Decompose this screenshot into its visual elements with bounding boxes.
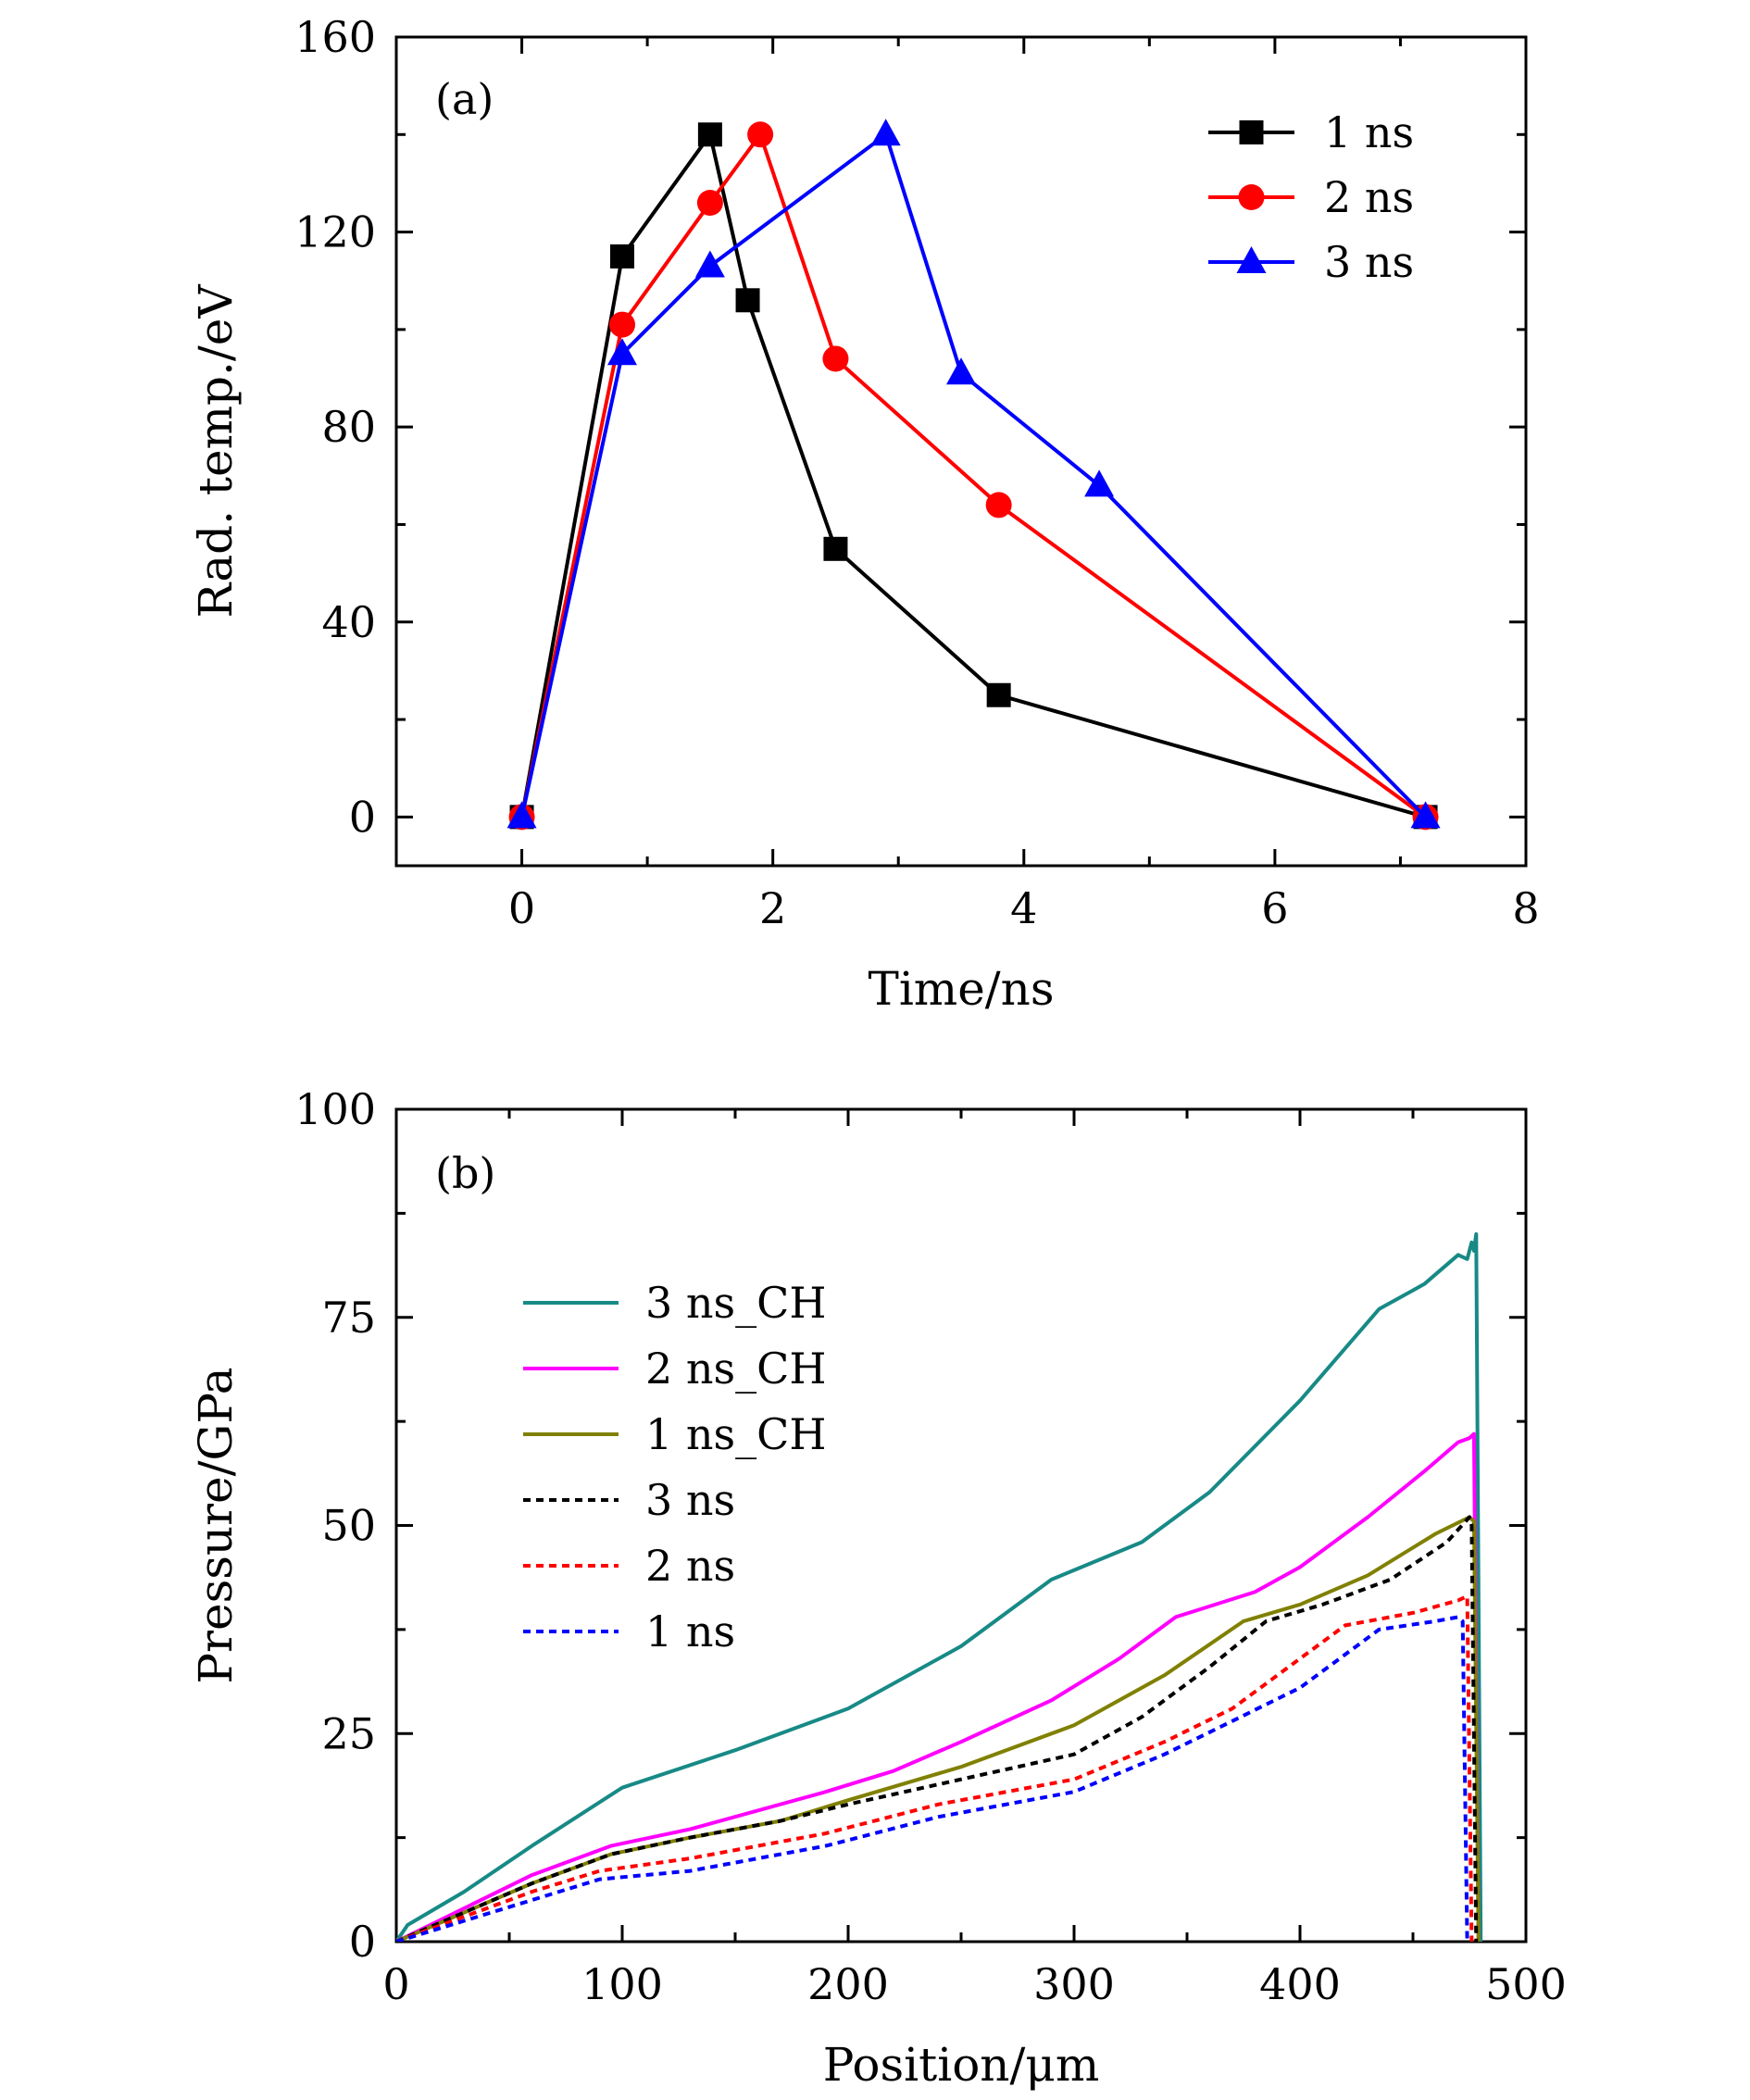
y-tick-label: 50: [321, 1501, 376, 1551]
y-tick-label: 40: [321, 597, 376, 647]
data-point-2-ns: [609, 311, 635, 338]
x-tick-label: 6: [1261, 883, 1288, 933]
legend-label-2-ns: 2 ns: [1324, 172, 1414, 222]
y-axis-title: Pressure/GPa: [189, 1367, 243, 1683]
legend-marker-1-ns: [1239, 120, 1264, 144]
data-point-3-ns: [1410, 801, 1441, 829]
series-line-3-ns-ch: [396, 1231, 1483, 1942]
x-tick-label: 8: [1512, 883, 1539, 933]
y-tick-label: 100: [294, 1084, 376, 1134]
series-line-3-ns: [519, 132, 1428, 819]
panel-label: (b): [435, 1148, 495, 1198]
series-group: [506, 119, 1441, 831]
panel-label: (a): [435, 74, 494, 124]
series-line-2-ns: [396, 1594, 1474, 1942]
y-tick-label: 120: [294, 207, 376, 257]
series-line-3-ns: [396, 1515, 1479, 1942]
data-point-2-ns: [747, 121, 774, 148]
x-tick-label: 200: [807, 1959, 889, 2009]
x-tick-label: 100: [581, 1959, 663, 2009]
data-point-1-ns: [823, 536, 848, 561]
x-tick-label: 500: [1485, 1959, 1567, 2009]
data-point-3-ns: [607, 338, 637, 366]
x-axis-title: Position/μm: [823, 2038, 1100, 2092]
y-tick-label: 80: [321, 402, 376, 452]
series-line-2-ns: [519, 132, 1427, 819]
legend-label-2-ns-ch: 2 ns_CH: [645, 1344, 826, 1394]
data-point-1-ns: [610, 244, 634, 269]
series-line-1-ns: [519, 132, 1427, 819]
data-point-1-ns: [735, 288, 760, 313]
series-line-1-ns: [396, 1615, 1469, 1942]
x-tick-label: 0: [508, 883, 535, 933]
data-point-3-ns: [946, 357, 976, 385]
legend-label-3-ns: 3 ns: [1324, 237, 1414, 287]
data-point-2-ns: [822, 345, 849, 372]
series-line-1-ns-ch: [396, 1515, 1481, 1942]
data-point-3-ns: [506, 801, 537, 829]
x-tick-label: 2: [759, 883, 786, 933]
y-axis-title: Rad. temp./eV: [189, 284, 243, 619]
legend-label-1-ns-ch: 1 ns_CH: [645, 1409, 826, 1459]
y-tick-label: 75: [321, 1293, 376, 1343]
plot-frame: [394, 35, 1528, 868]
data-point-3-ns: [694, 250, 725, 278]
legend-label-3-ns: 3 ns: [645, 1475, 735, 1525]
series-group: [396, 1231, 1483, 1942]
legend-marker-2-ns: [1238, 184, 1265, 210]
legend-marker-3-ns: [1236, 246, 1267, 273]
y-tick-label: 0: [349, 792, 376, 842]
y-tick-label: 25: [321, 1708, 376, 1758]
data-point-2-ns: [985, 492, 1012, 519]
legend-label-2-ns: 2 ns: [645, 1541, 735, 1591]
y-tick-label: 0: [349, 1917, 376, 1967]
y-tick-label: 160: [294, 12, 376, 62]
x-tick-label: 0: [382, 1959, 409, 2009]
legend-label-1-ns: 1 ns: [645, 1606, 735, 1656]
data-point-1-ns: [697, 122, 722, 147]
series-line-2-ns-ch: [396, 1431, 1481, 1942]
x-tick-label: 4: [1010, 883, 1037, 933]
x-tick-label: 300: [1033, 1959, 1115, 2009]
x-tick-label: 400: [1259, 1959, 1341, 2009]
data-point-1-ns: [986, 682, 1011, 707]
data-point-2-ns: [696, 190, 723, 216]
data-point-3-ns: [870, 119, 901, 146]
panel-b: 0 100 200 300 400 500 0 25 50 75 100 Position/μm Pre…: [189, 1084, 1567, 2092]
x-axis-title: Time/ns: [868, 962, 1054, 1016]
legend-label-3-ns-ch: 3 ns_CH: [645, 1278, 826, 1328]
data-point-3-ns: [1084, 469, 1115, 497]
legend-label-1-ns: 1 ns: [1324, 107, 1414, 157]
